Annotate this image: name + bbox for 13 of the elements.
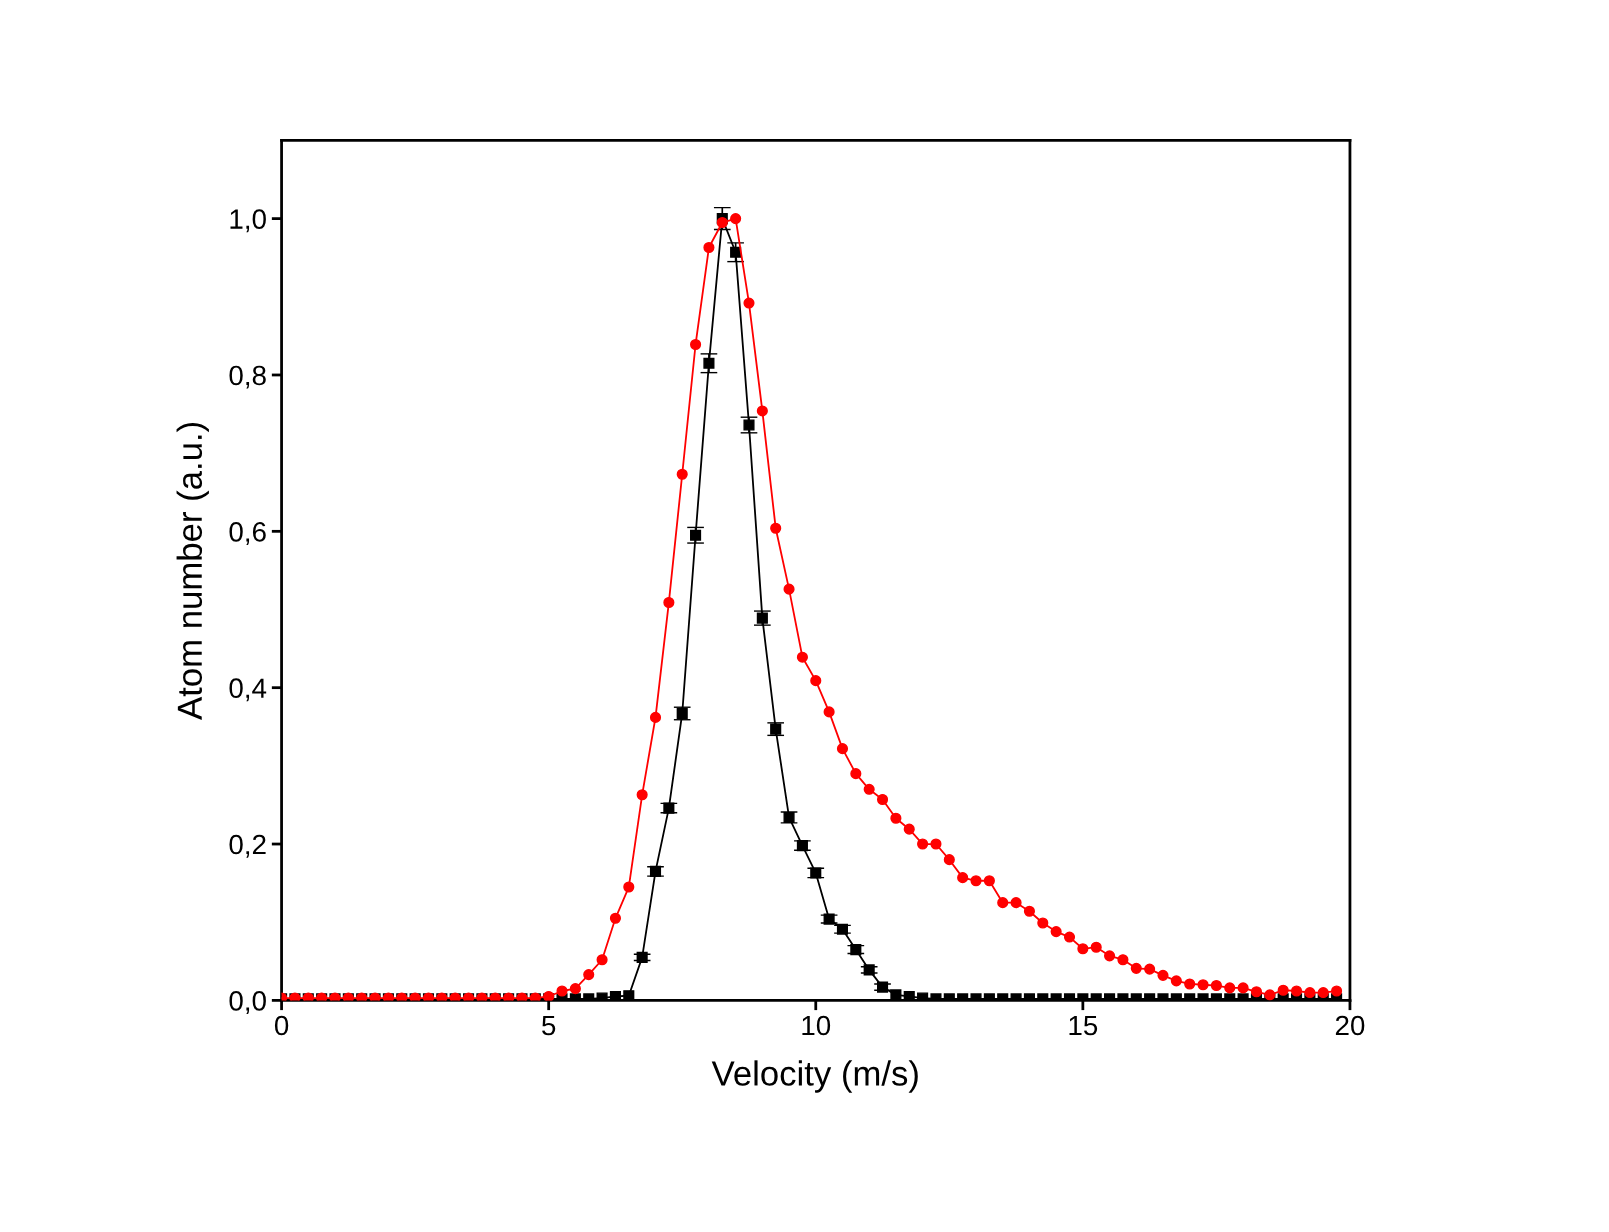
- x-axis-title: Velocity (m/s): [711, 1060, 918, 1093]
- y-tick-label: 1,0: [230, 209, 266, 233]
- x-tick-label: 10: [802, 1015, 831, 1036]
- x-tick-label: 0: [274, 1015, 289, 1036]
- y-tick-label: 0,4: [229, 678, 267, 702]
- x-tick-label: 20: [1335, 1015, 1365, 1036]
- y-tick-label: 0,8: [229, 365, 266, 389]
- x-tick-label: 15: [1069, 1015, 1098, 1036]
- y-tick-label: 0,6: [229, 522, 266, 545]
- y-tick-label: 0,0: [229, 991, 266, 1014]
- y-tick-label: 0,2: [229, 834, 266, 858]
- x-tick-label: 5: [542, 1015, 556, 1036]
- y-axis-title: Atom number (a.u.): [176, 423, 209, 720]
